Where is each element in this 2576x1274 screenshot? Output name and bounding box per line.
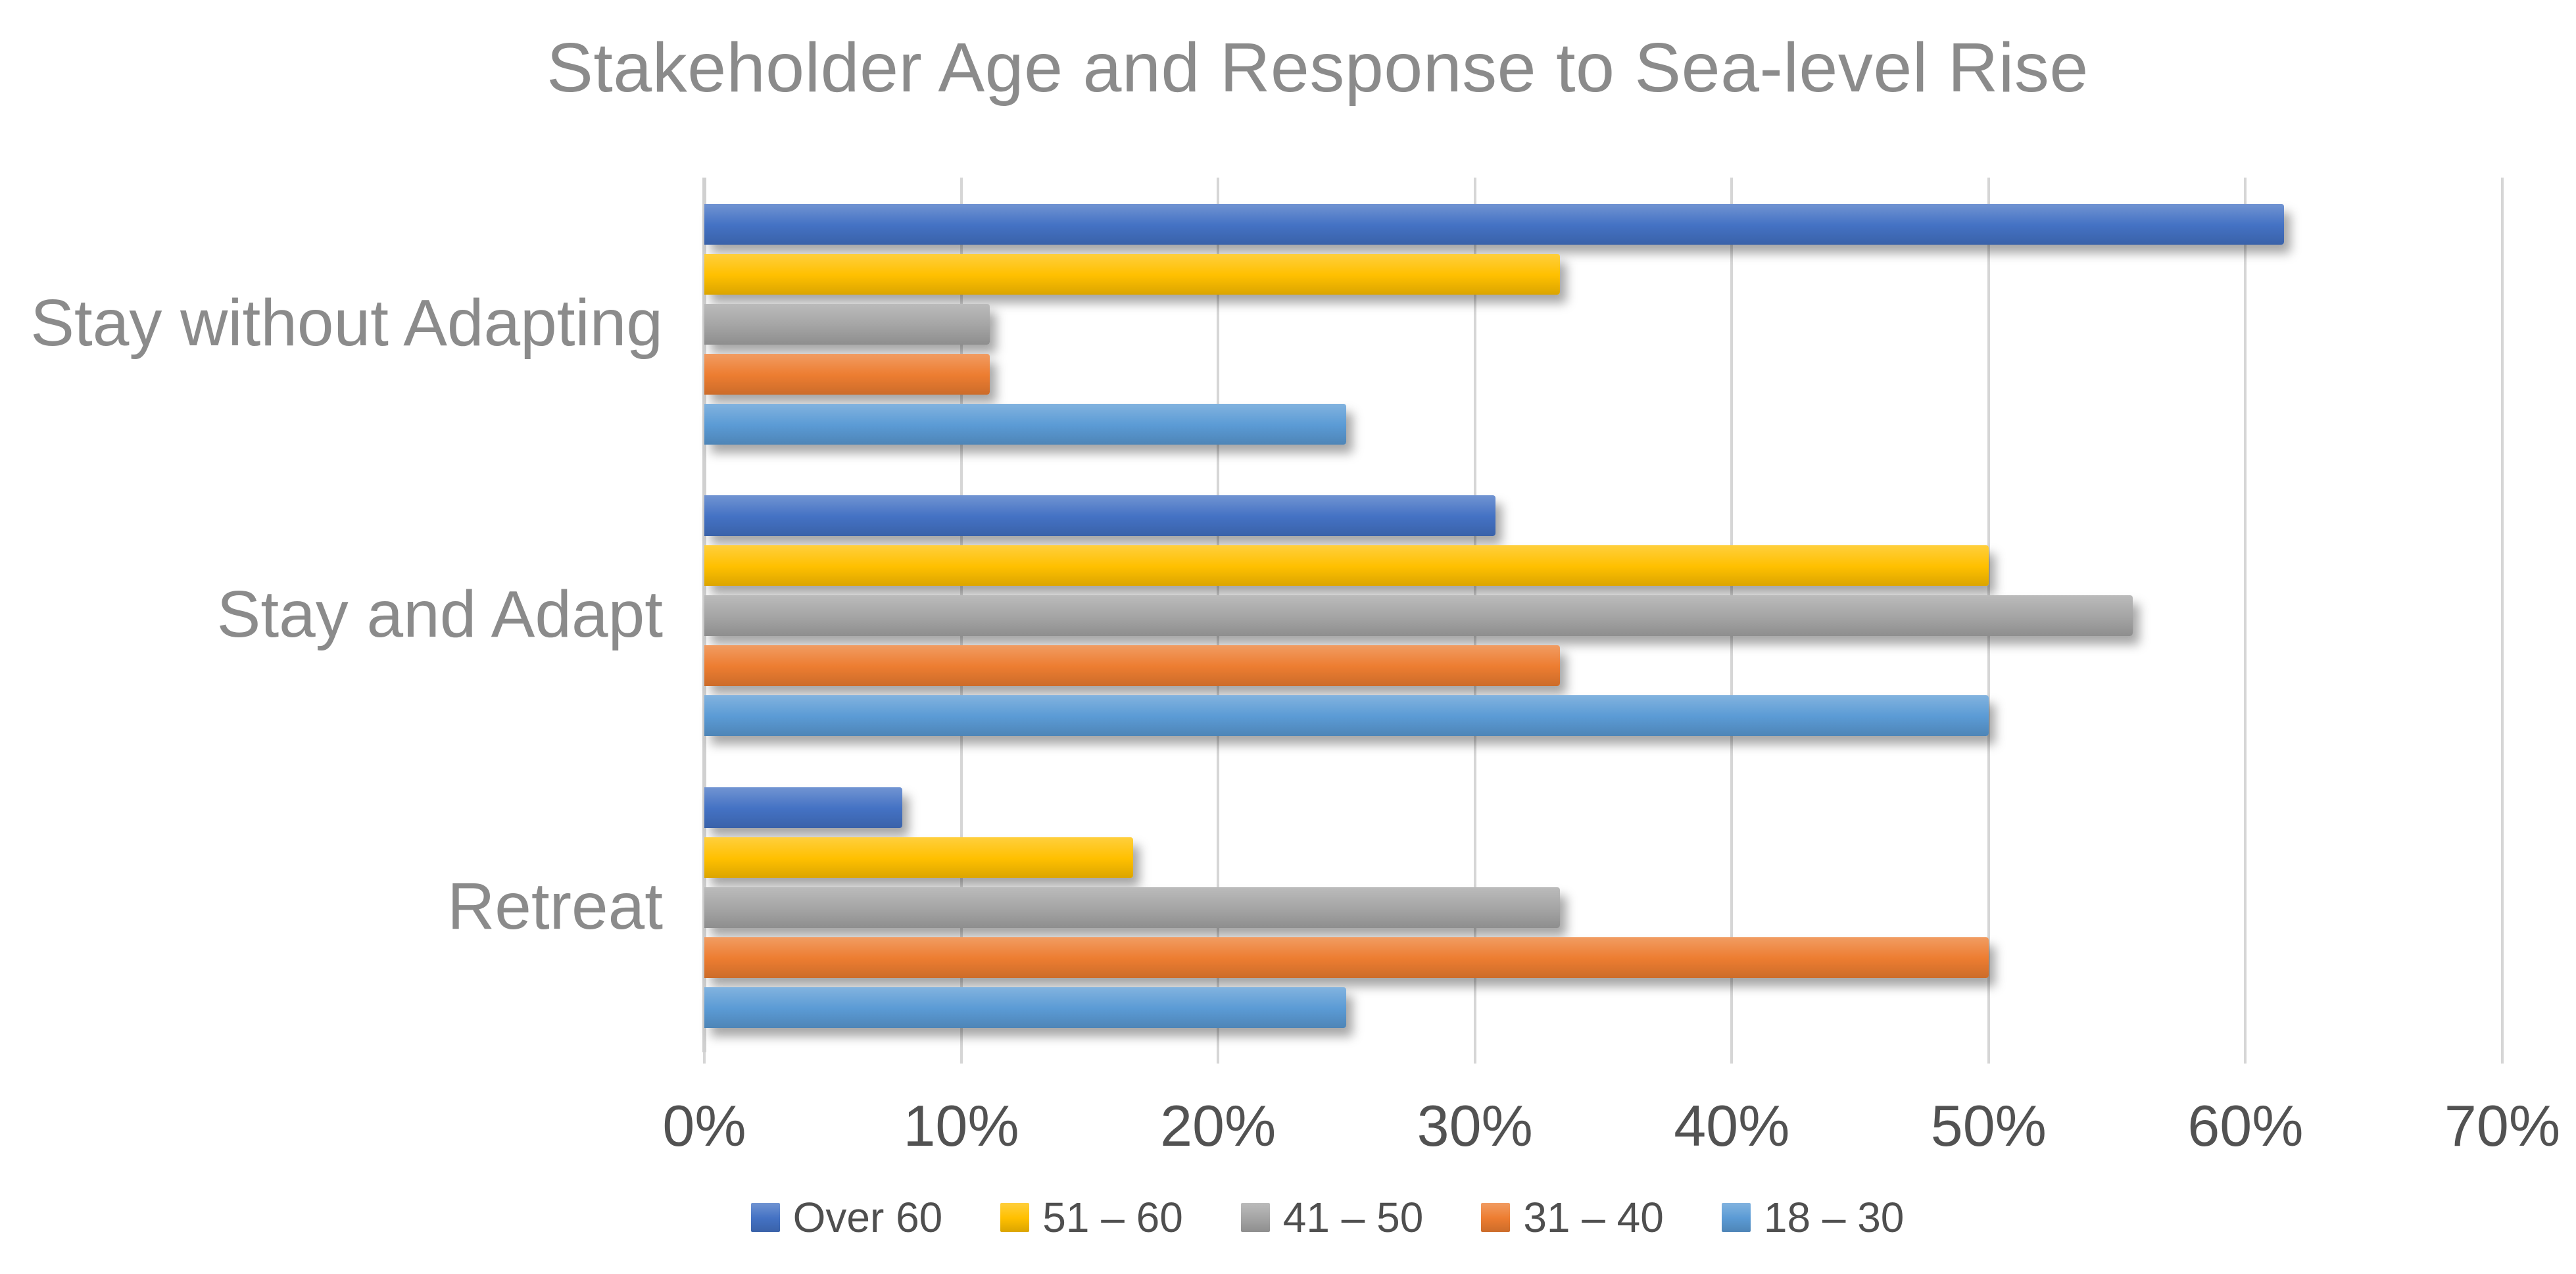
category-axis: Stay without Adapting Stay and Adapt Retre… — [0, 178, 663, 1052]
bar — [704, 645, 1560, 687]
x-tick-label: 70% — [2444, 1093, 2561, 1158]
legend-label: 41 – 50 — [1282, 1194, 1424, 1241]
plot-area — [702, 178, 2504, 1064]
category-label: Stay and Adapt — [216, 577, 663, 652]
legend-item: 31 – 40 — [1481, 1193, 1664, 1242]
value-axis: 0% 10% 20% 30% 40% 50% 60% 70% — [662, 1093, 2560, 1165]
bar — [704, 545, 1989, 587]
x-tick-label: 10% — [903, 1093, 1019, 1158]
major-gridline — [2244, 178, 2247, 1052]
bar — [704, 204, 2284, 245]
bar — [704, 987, 1347, 1028]
bar — [704, 595, 2133, 637]
legend-item: Over 60 — [750, 1193, 943, 1242]
bar — [704, 837, 1134, 878]
x-tick-label: 40% — [1674, 1093, 1790, 1158]
axis-tickmark — [1473, 1052, 1476, 1064]
x-tick-label: 60% — [2187, 1093, 2304, 1158]
legend-label: 18 – 30 — [1763, 1194, 1905, 1241]
bar — [704, 254, 1560, 295]
x-tick-label: 30% — [1417, 1093, 1533, 1158]
bar-group — [704, 469, 2502, 760]
bar — [704, 304, 990, 345]
legend-swatch-icon — [750, 1203, 780, 1232]
bar — [704, 887, 1560, 928]
bar — [704, 495, 1495, 537]
axis-tickmark — [2244, 1052, 2247, 1064]
chart-title: Stakeholder Age and Response to Sea-leve… — [547, 29, 2089, 107]
legend-swatch-icon — [1481, 1203, 1511, 1232]
category-label: Stay without Adapting — [30, 286, 663, 360]
bar — [704, 695, 1989, 737]
bar — [704, 404, 1347, 445]
legend-swatch-icon — [1240, 1203, 1270, 1232]
bar — [704, 354, 990, 395]
legend-swatch-icon — [1000, 1203, 1030, 1232]
axis-tickmark — [1217, 1052, 1220, 1064]
axis-tickmark — [960, 1052, 963, 1064]
legend-item: 51 – 60 — [1000, 1193, 1183, 1242]
legend: Over 60 51 – 60 41 – 50 31 – 40 18 – 30 — [79, 1192, 2576, 1243]
legend-label: Over 60 — [792, 1194, 943, 1241]
category-label: Retreat — [447, 869, 663, 943]
axis-tickmark — [2501, 1052, 2504, 1064]
bar-group — [704, 761, 2502, 1052]
x-tick-label: 20% — [1160, 1093, 1276, 1158]
axis-tickmark — [1987, 1052, 1990, 1064]
axis-tickmark — [703, 1052, 706, 1064]
bar — [704, 937, 1989, 978]
legend-label: 51 – 60 — [1042, 1194, 1183, 1241]
x-tick-label: 0% — [662, 1093, 746, 1158]
x-tick-label: 50% — [1930, 1093, 2047, 1158]
legend-label: 31 – 40 — [1523, 1194, 1664, 1241]
legend-item: 41 – 50 — [1240, 1193, 1424, 1242]
legend-swatch-icon — [1721, 1203, 1751, 1232]
major-gridline — [2501, 178, 2504, 1052]
axis-tickmark — [1730, 1052, 1734, 1064]
bar-group — [704, 178, 2502, 469]
bar — [704, 787, 902, 828]
legend-item: 18 – 30 — [1721, 1193, 1905, 1242]
